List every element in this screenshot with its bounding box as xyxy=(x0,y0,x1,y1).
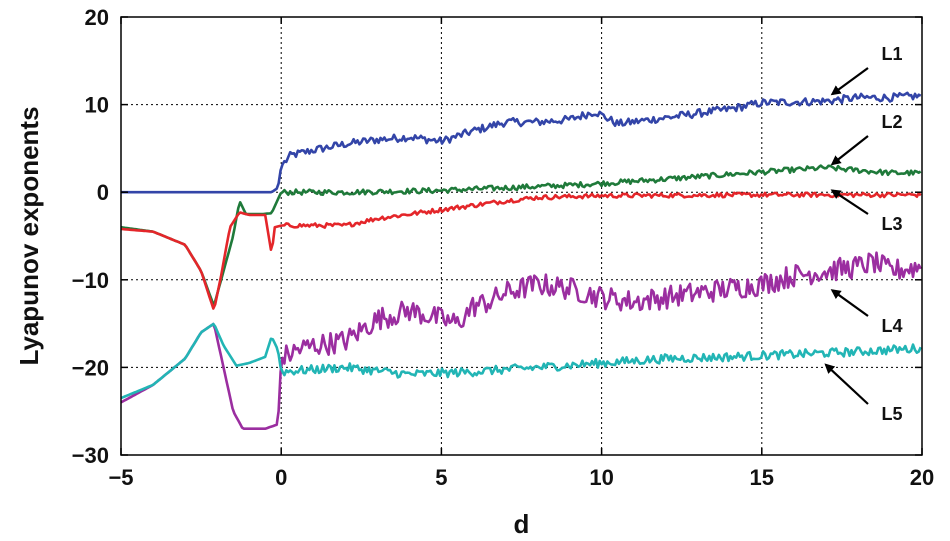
annotation-arrow-l4 xyxy=(830,289,869,317)
x-tick-label: 20 xyxy=(910,465,934,490)
annotations: L1 L2 L3 L4 L5 xyxy=(824,44,903,424)
series-line-l5 xyxy=(120,322,922,400)
annotation-label-l3: L3 xyxy=(881,214,902,234)
y-tick-label: −10 xyxy=(72,268,109,293)
annotation-arrow-l2 xyxy=(830,135,869,166)
series-layer xyxy=(120,91,922,431)
y-axis-title: Lyapunov exponents xyxy=(14,106,44,365)
annotation-label-l4: L4 xyxy=(881,316,902,336)
annotation-label-l2: L2 xyxy=(881,112,902,132)
annotation-arrow-l1 xyxy=(830,67,869,96)
annotation-arrow-l3 xyxy=(830,189,869,215)
series-line-l1 xyxy=(121,91,922,194)
x-tick-label: 10 xyxy=(589,465,613,490)
annotation-arrow-l5 xyxy=(824,363,869,405)
plot-frame xyxy=(120,16,923,456)
axis-ticks: −5 0 5 10 15 20 −30 −20 −10 0 10 20 xyxy=(72,5,935,490)
y-tick-label: −30 xyxy=(72,443,109,468)
series-line-l3 xyxy=(120,191,922,310)
annotation-label-l5: L5 xyxy=(881,404,902,424)
x-tick-label: −5 xyxy=(108,465,133,490)
x-axis-title: d xyxy=(514,509,530,539)
series-line-l4 xyxy=(120,251,922,431)
y-tick-label: 20 xyxy=(85,5,109,30)
x-tick-label: 5 xyxy=(435,465,447,490)
x-tick-label: 0 xyxy=(275,465,287,490)
annotation-label-l1: L1 xyxy=(881,44,902,64)
y-tick-label: 10 xyxy=(85,93,109,118)
y-tick-label: −20 xyxy=(72,355,109,380)
y-tick-label: 0 xyxy=(97,180,109,205)
grid xyxy=(121,17,922,455)
x-tick-label: 15 xyxy=(750,465,774,490)
